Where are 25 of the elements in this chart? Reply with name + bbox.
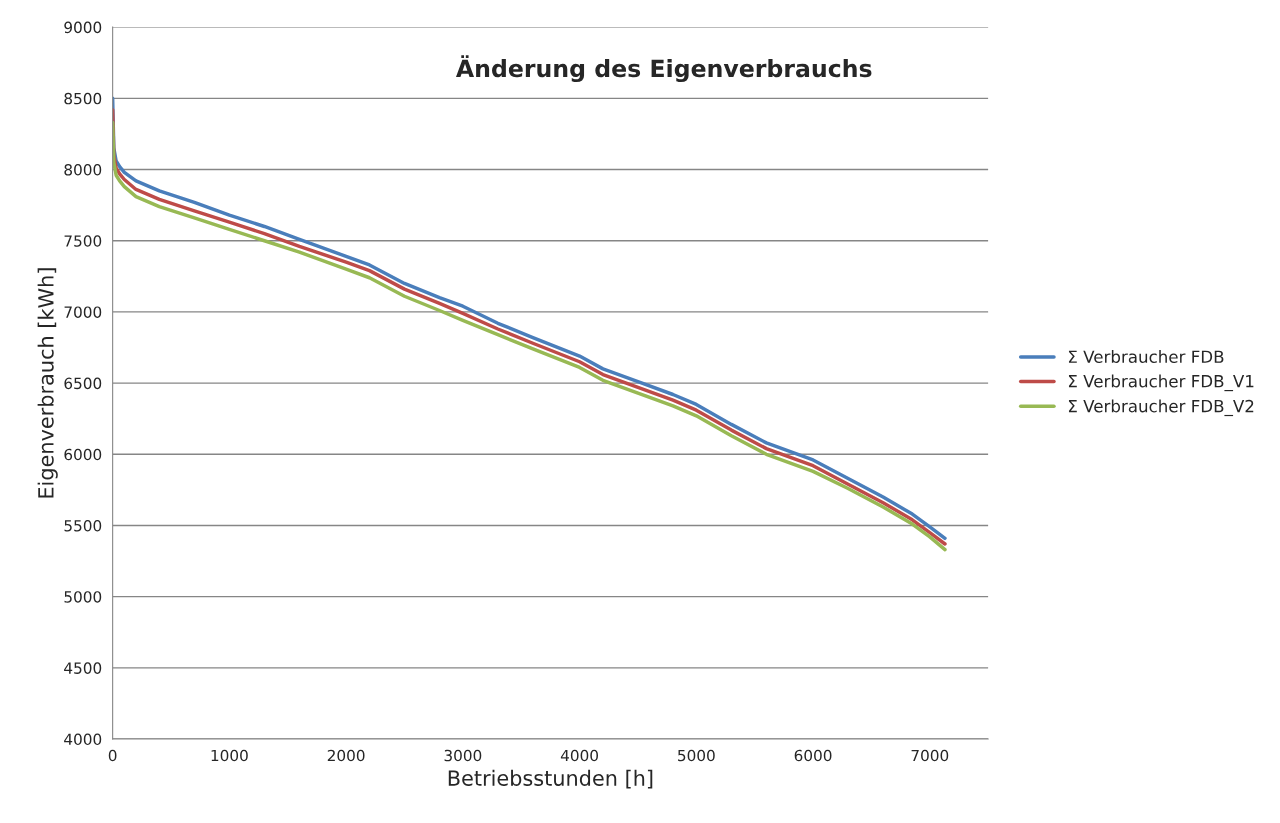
legend-label: Σ Verbraucher FDB [1068, 350, 1224, 364]
y-tick-label: 5500 [64, 519, 102, 532]
legend-label: Σ Verbraucher FDB_V2 [1068, 399, 1254, 417]
x-tick-label: 1000 [211, 749, 248, 762]
y-tick-label: 8000 [64, 164, 102, 176]
y-axis-title: Eigenverbrauch [kWh] [37, 268, 58, 498]
y-tick-label: 4500 [64, 662, 102, 674]
y-tick-label: 9000 [64, 21, 102, 34]
y-tick-label: 7500 [64, 235, 102, 247]
x-tick-label: 2000 [327, 749, 365, 762]
y-tick-label: 8500 [64, 92, 102, 105]
x-tick-label: 4000 [560, 749, 599, 762]
y-tick-label: 7000 [64, 306, 102, 318]
x-tick-label: 5000 [678, 749, 715, 762]
text: Änderung des Eigenverbrauchs [455, 55, 872, 83]
y-tick-label: 5000 [64, 591, 102, 603]
y-tick-label: 6500 [64, 377, 102, 390]
legend-label: Σ Verbraucher FDB_V1 [1068, 374, 1254, 392]
y-tick-label: 6000 [64, 448, 102, 461]
x-tick-label: 3000 [444, 749, 482, 762]
x-tick-label: 6000 [794, 749, 832, 762]
x-tick-label: 7000 [911, 749, 949, 762]
x-axis-title: Betriebsstunden [h] [448, 769, 653, 789]
y-tick-label: 4000 [64, 733, 102, 746]
x-tick-label: 0 [108, 749, 117, 762]
